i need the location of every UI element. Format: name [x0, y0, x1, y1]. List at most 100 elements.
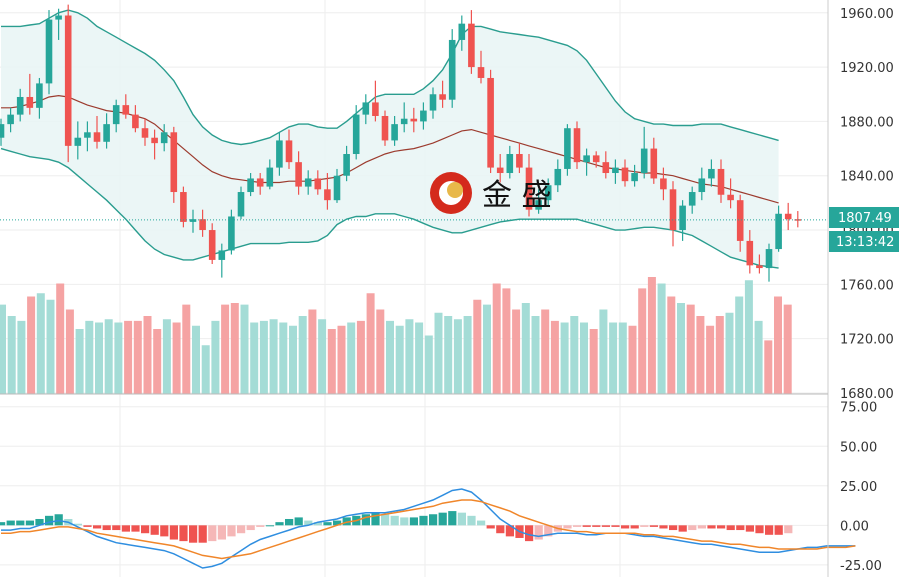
candle-body — [487, 77, 494, 168]
volume-bar — [36, 293, 45, 394]
volume-bar — [609, 322, 618, 394]
candle-body — [189, 219, 197, 222]
candle-body — [698, 178, 706, 193]
candle-body — [477, 67, 485, 78]
volume-bar — [541, 309, 550, 394]
macd-tick-label: 25.00 — [840, 480, 877, 495]
price-tick-label: 1840.00 — [840, 170, 894, 185]
macd-histogram-bar — [0, 522, 6, 526]
macd-histogram-bar — [486, 525, 495, 529]
volume-bar — [638, 288, 647, 394]
candle-body — [36, 83, 43, 108]
candle-body — [266, 167, 274, 187]
candlesticks — [0, 4, 802, 282]
candle-body — [314, 178, 322, 190]
volume-bar — [240, 304, 249, 394]
price-tick-label: 1920.00 — [840, 61, 894, 76]
macd-histogram-bar — [131, 525, 140, 532]
macd-histogram-bar — [54, 514, 63, 526]
candle-body — [756, 265, 763, 269]
volume-bar — [686, 304, 695, 394]
macd-histogram-bar — [611, 525, 620, 527]
macd-histogram-bar — [438, 512, 447, 526]
macd-histogram — [0, 511, 793, 543]
macd-histogram-bar — [784, 525, 793, 534]
volume-bar — [269, 319, 278, 394]
macd-histogram-bar — [534, 525, 543, 540]
macd-histogram-bar — [601, 525, 610, 527]
volume-bar — [580, 322, 588, 394]
watermark-logo: 金 盛 — [430, 172, 552, 214]
volume-bar — [75, 329, 84, 394]
macd-histogram-bar — [496, 525, 505, 534]
volume-bars — [0, 277, 792, 394]
candle-body — [372, 102, 379, 116]
macd-tick-label: -25.00 — [840, 559, 882, 574]
macd-histogram-bar — [448, 511, 457, 526]
volume-bar — [337, 325, 346, 394]
candle-body — [132, 114, 139, 129]
volume-bar — [570, 316, 579, 394]
bollinger-middle-line — [1, 94, 779, 204]
macd-histogram-bar — [688, 525, 697, 531]
candle-body — [506, 154, 514, 174]
bollinger-upper-line — [1, 9, 779, 146]
volume-bar — [444, 316, 453, 394]
price-tick-label: 1720.00 — [840, 333, 894, 348]
macd-histogram-bar — [697, 525, 706, 529]
macd-histogram-bar — [189, 525, 198, 543]
macd-histogram-bar — [467, 515, 476, 526]
candle-body — [112, 105, 120, 125]
volume-bar — [512, 309, 521, 394]
volume-bar — [95, 322, 103, 394]
macd-histogram-bar — [630, 525, 639, 529]
macd-histogram-bar — [659, 525, 668, 529]
candle-body — [228, 216, 235, 251]
candle-body — [170, 132, 178, 193]
macd-histogram-bar — [755, 525, 764, 534]
volume-bar — [657, 283, 666, 394]
candle-body — [295, 162, 302, 187]
macd-histogram-bar — [525, 525, 534, 542]
macd-histogram-bar — [35, 518, 44, 526]
volume-bar — [434, 312, 443, 394]
macd-histogram-bar — [573, 525, 582, 527]
macd-histogram-bar — [745, 525, 754, 532]
candle-body — [103, 124, 110, 142]
macd-histogram-bar — [477, 520, 486, 526]
candle-body — [602, 162, 610, 174]
volume-bar — [696, 316, 705, 394]
candle-body — [199, 219, 206, 231]
macd-histogram-bar — [649, 525, 658, 527]
volume-bar — [647, 277, 656, 394]
volume-bar — [133, 320, 142, 394]
volume-bar — [221, 304, 230, 394]
macd-histogram-bar — [582, 525, 591, 527]
bollinger-bands — [0, 9, 779, 269]
macd-histogram-bar — [16, 520, 25, 526]
volume-bar — [356, 320, 365, 394]
candle-body — [420, 110, 427, 122]
volume-bar — [463, 316, 472, 394]
volume-bar — [376, 309, 385, 394]
macd-histogram-bar — [198, 525, 207, 543]
bollinger-lower-line — [0, 147, 779, 269]
volume-bar — [560, 322, 569, 394]
volume-bar — [56, 283, 65, 394]
volume-bar — [192, 325, 200, 394]
candle-body — [84, 132, 91, 138]
candle-body — [141, 128, 149, 138]
volume-bar — [764, 340, 773, 394]
macd-histogram-bar — [419, 515, 428, 526]
candle-body — [535, 200, 542, 210]
volume-bar — [744, 280, 753, 394]
volume-bar — [725, 312, 734, 394]
candle-body — [400, 118, 408, 125]
volume-bar — [706, 325, 715, 394]
price-badges: 1807.49 13:13:42 — [829, 207, 899, 252]
bollinger-fill — [1, 10, 779, 269]
candle-body — [688, 192, 696, 206]
volume-bar — [415, 322, 424, 394]
candle-body — [640, 148, 648, 174]
